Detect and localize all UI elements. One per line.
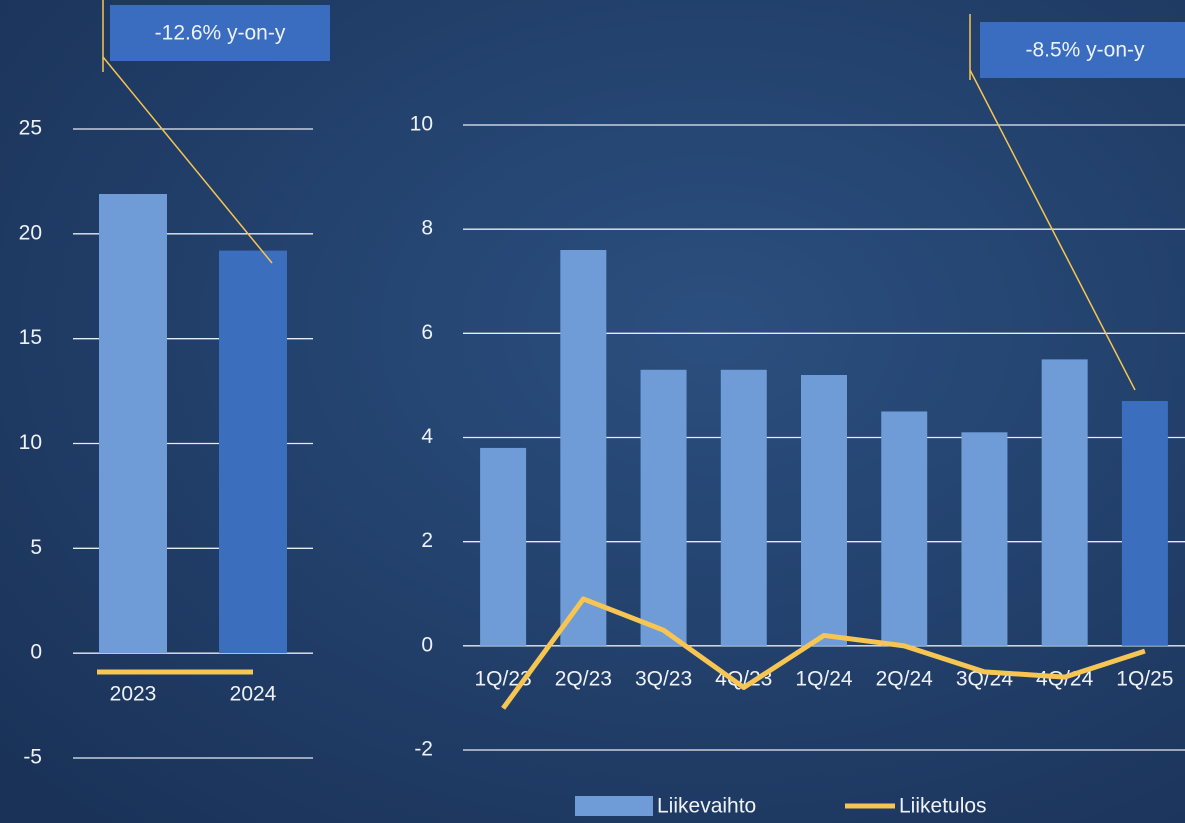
y-tick-label: 4 [421, 425, 433, 448]
bar [560, 250, 607, 646]
annotation: -8.5% y-on-y [1025, 39, 1145, 62]
y-tick-label: 2 [421, 529, 433, 552]
annotation-box [110, 5, 330, 61]
y-tick-label: 20 [19, 221, 42, 244]
x-tick-label: 3Q/23 [635, 668, 692, 691]
leader [102, 56, 273, 264]
bar [720, 369, 767, 646]
x-tick-label: 2023 [110, 683, 157, 706]
y-tick-label: 10 [19, 431, 42, 454]
x-tick-label: 2024 [230, 683, 277, 706]
y-tick-label: -2 [414, 738, 433, 761]
bar [640, 369, 687, 646]
y-tick-label: 25 [19, 117, 42, 140]
legend-label: Liikevaihto [657, 795, 756, 818]
legend-swatch [575, 796, 653, 816]
y-tick-label: 10 [410, 113, 433, 136]
x-tick-label: 4Q/23 [715, 668, 772, 691]
legend-label: Liiketulos [899, 795, 987, 818]
y-tick-label: 15 [19, 326, 42, 349]
leader [969, 69, 1136, 391]
x-tick-label: 1Q/24 [795, 668, 853, 691]
bar [961, 432, 1008, 646]
bar [1041, 359, 1088, 646]
y-tick-label: 0 [421, 633, 433, 656]
y-tick-label: 0 [30, 641, 42, 664]
bar [219, 250, 287, 654]
bar [99, 193, 167, 654]
bar [881, 411, 928, 646]
bar [1121, 401, 1168, 646]
y-tick-label: 6 [421, 321, 433, 344]
bar [480, 447, 527, 646]
x-tick-label: 1Q/25 [1116, 668, 1173, 691]
x-tick-label: 2Q/23 [555, 668, 612, 691]
y-tick-label: -5 [23, 746, 42, 769]
y-tick-label: 8 [421, 217, 433, 240]
bar [801, 375, 847, 646]
annotation: -12.6% y-on-y [155, 22, 286, 45]
annotation-box [980, 22, 1185, 78]
line [501, 596, 1146, 710]
y-tick-label: 5 [30, 536, 42, 559]
x-tick-label: 2Q/24 [876, 668, 934, 691]
